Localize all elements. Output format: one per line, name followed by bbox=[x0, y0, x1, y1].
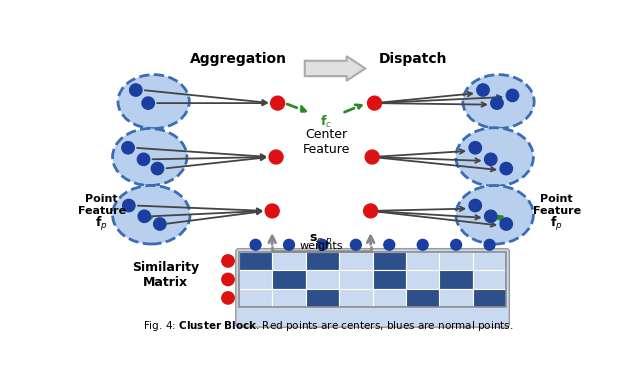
Bar bbox=[272, 289, 306, 307]
Circle shape bbox=[469, 199, 481, 212]
Circle shape bbox=[364, 204, 378, 218]
Circle shape bbox=[269, 150, 283, 164]
Text: Dispatch: Dispatch bbox=[379, 52, 447, 66]
Ellipse shape bbox=[456, 128, 533, 186]
Circle shape bbox=[123, 199, 135, 212]
Text: $\mathbf{f}_c$: $\mathbf{f}_c$ bbox=[321, 114, 333, 130]
Circle shape bbox=[222, 255, 234, 267]
Circle shape bbox=[484, 210, 497, 223]
Bar bbox=[306, 270, 339, 289]
Bar bbox=[372, 289, 406, 307]
Circle shape bbox=[130, 84, 142, 96]
Bar bbox=[239, 252, 272, 270]
Bar bbox=[473, 289, 506, 307]
Circle shape bbox=[469, 142, 481, 154]
Bar bbox=[406, 270, 440, 289]
Circle shape bbox=[142, 97, 154, 109]
Text: Aggregation: Aggregation bbox=[190, 52, 287, 66]
Bar bbox=[306, 289, 339, 307]
Circle shape bbox=[384, 239, 395, 250]
Circle shape bbox=[365, 150, 379, 164]
Text: weights: weights bbox=[300, 241, 343, 251]
Circle shape bbox=[138, 210, 150, 223]
Circle shape bbox=[284, 239, 294, 250]
Circle shape bbox=[417, 239, 428, 250]
Bar bbox=[440, 252, 473, 270]
Text: Point
Feature: Point Feature bbox=[77, 194, 126, 215]
Bar bbox=[406, 289, 440, 307]
Circle shape bbox=[484, 153, 497, 166]
Text: Center
Feature: Center Feature bbox=[303, 128, 350, 156]
Circle shape bbox=[265, 204, 279, 218]
Bar bbox=[339, 270, 372, 289]
Bar bbox=[239, 252, 506, 307]
Circle shape bbox=[451, 239, 461, 250]
Circle shape bbox=[151, 163, 164, 175]
Circle shape bbox=[484, 239, 495, 250]
Bar bbox=[473, 270, 506, 289]
Text: $\mathbf{s}_{c,p}$: $\mathbf{s}_{c,p}$ bbox=[309, 232, 333, 247]
Bar bbox=[339, 252, 372, 270]
Bar bbox=[306, 252, 339, 270]
Circle shape bbox=[367, 96, 381, 110]
Ellipse shape bbox=[118, 74, 189, 129]
Circle shape bbox=[317, 239, 328, 250]
Ellipse shape bbox=[113, 186, 190, 244]
Text: Point
Feature: Point Feature bbox=[532, 194, 580, 215]
Ellipse shape bbox=[463, 74, 534, 129]
Text: $\mathbf{f}_p$: $\mathbf{f}_p$ bbox=[550, 215, 563, 233]
Circle shape bbox=[491, 97, 503, 109]
Circle shape bbox=[222, 273, 234, 286]
Circle shape bbox=[250, 239, 261, 250]
Circle shape bbox=[271, 96, 285, 110]
Ellipse shape bbox=[113, 129, 187, 186]
Ellipse shape bbox=[456, 186, 533, 244]
Bar bbox=[272, 252, 306, 270]
Bar bbox=[473, 252, 506, 270]
Circle shape bbox=[506, 89, 518, 102]
Circle shape bbox=[351, 239, 361, 250]
Bar bbox=[372, 270, 406, 289]
Circle shape bbox=[477, 84, 489, 96]
Text: $\mathbf{f}_p$: $\mathbf{f}_p$ bbox=[95, 215, 108, 233]
FancyBboxPatch shape bbox=[236, 249, 509, 327]
Text: Fig. 4: $\bf{Cluster}$ $\bf{Block}$. Red points are centers, blues are normal po: Fig. 4: $\bf{Cluster}$ $\bf{Block}$. Red… bbox=[143, 319, 513, 333]
Circle shape bbox=[154, 218, 166, 230]
Circle shape bbox=[122, 142, 134, 154]
FancyArrow shape bbox=[305, 56, 365, 81]
Bar bbox=[440, 270, 473, 289]
Bar bbox=[372, 252, 406, 270]
Bar bbox=[272, 270, 306, 289]
Bar bbox=[239, 270, 272, 289]
Circle shape bbox=[500, 218, 513, 230]
Text: Similarity
Matrix: Similarity Matrix bbox=[132, 261, 199, 289]
Bar bbox=[440, 289, 473, 307]
Circle shape bbox=[222, 292, 234, 304]
Bar bbox=[406, 252, 440, 270]
Circle shape bbox=[138, 153, 150, 166]
Bar bbox=[239, 289, 272, 307]
Bar bbox=[339, 289, 372, 307]
Circle shape bbox=[500, 163, 513, 175]
